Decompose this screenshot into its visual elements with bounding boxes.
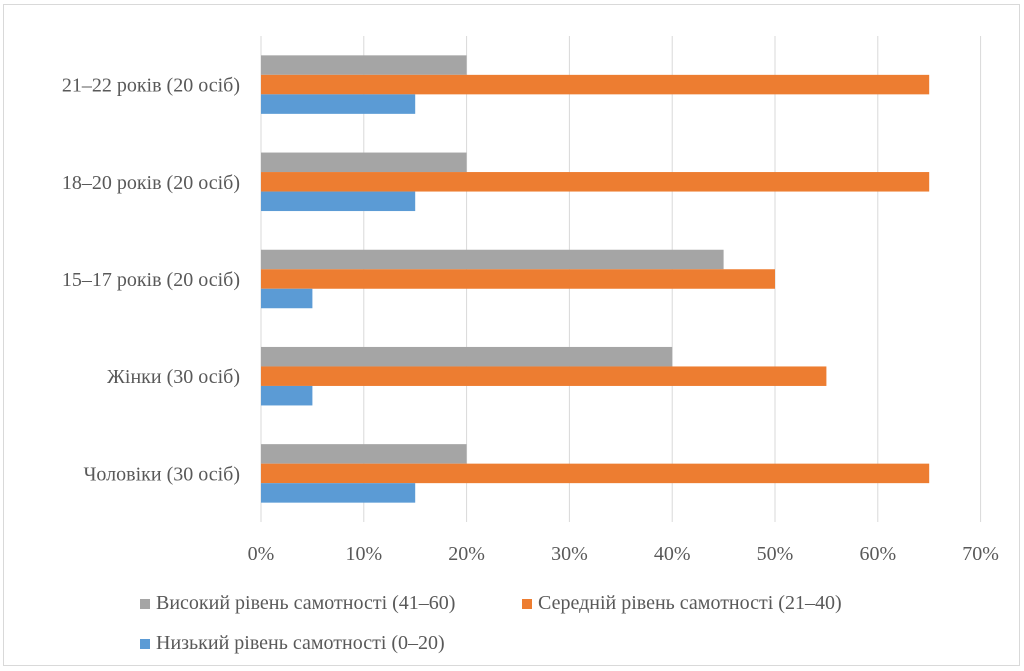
- x-tick-label: 40%: [654, 543, 691, 565]
- bar: [261, 288, 313, 309]
- x-tick-label: 0%: [248, 543, 275, 565]
- x-tick-label: 30%: [551, 543, 588, 565]
- bar: [261, 55, 467, 75]
- legend-label-medium: Середній рівень самотності (21–40): [538, 592, 842, 614]
- category-label: 21–22 років (20 осіб): [62, 75, 240, 97]
- bar: [261, 463, 930, 484]
- bar: [261, 483, 416, 503]
- category-label: 15–17 років (20 осіб): [62, 269, 240, 291]
- legend-swatch-high: [140, 598, 150, 609]
- chart-frame: [3, 4, 1020, 666]
- bar: [261, 366, 827, 386]
- legend-swatch-medium: [522, 598, 532, 609]
- x-tick-label: 70%: [962, 543, 999, 565]
- legend-label-high: Високий рівень самотності (41–60): [156, 592, 456, 614]
- bar: [261, 249, 724, 270]
- legend-item-medium: Середній рівень самотності (21–40): [522, 592, 842, 615]
- bar: [261, 74, 930, 95]
- bar: [261, 385, 313, 406]
- legend-item-low: Низький рівень самотності (0–20): [140, 632, 445, 655]
- bar: [261, 152, 467, 173]
- bar: [261, 191, 416, 212]
- bar: [261, 94, 416, 114]
- bar: [261, 269, 775, 289]
- x-tick-label: 10%: [345, 543, 382, 565]
- legend-swatch-low: [140, 638, 150, 649]
- legend-item-high: Високий рівень самотності (41–60): [140, 592, 455, 615]
- bar: [261, 172, 930, 192]
- category-label: 18–20 років (20 осіб): [62, 172, 240, 194]
- legend-label-low: Низький рівень самотності (0–20): [156, 632, 445, 654]
- category-label: Жінки (30 осіб): [107, 366, 240, 388]
- x-tick-label: 60%: [859, 543, 896, 565]
- bar: [261, 444, 467, 464]
- x-tick-label: 20%: [448, 543, 485, 565]
- x-tick-label: 50%: [757, 543, 794, 565]
- category-label: Чоловіки (30 осіб): [83, 463, 240, 485]
- bar: [261, 346, 673, 367]
